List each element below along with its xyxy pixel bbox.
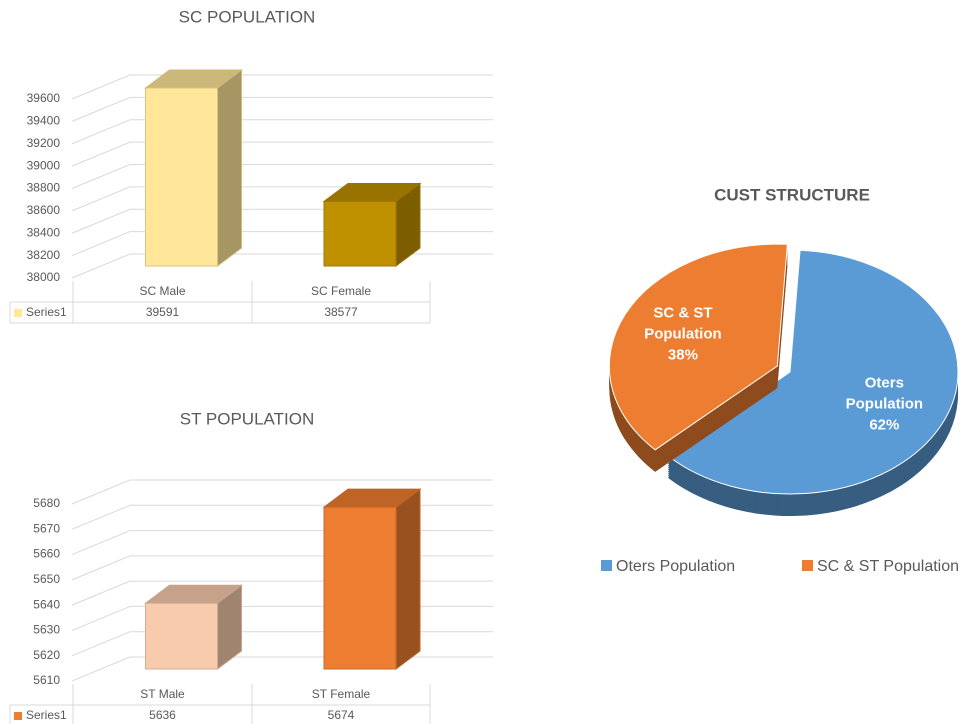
grid-line [71, 96, 493, 122]
slice-value: 38% [667, 346, 698, 364]
slice-label: Oters Population 62% [829, 373, 939, 436]
bar-front [145, 602, 218, 670]
slice-value: 62% [869, 416, 900, 434]
bar [322, 182, 422, 267]
table-value: 5636 [149, 708, 176, 722]
grid-line [71, 605, 493, 631]
y-tick-label: 5670 [33, 521, 60, 535]
category-label: SC Male [139, 284, 185, 298]
bar [144, 584, 243, 670]
category-label: ST Female [312, 687, 371, 701]
slice-top [667, 249, 959, 495]
grid-line [71, 555, 493, 581]
y-tick-label: 39600 [27, 91, 61, 105]
chart-title: CUST STRUCTURE [714, 185, 870, 204]
y-tick-label: 38600 [27, 203, 61, 217]
legend-label: Oters Population [616, 558, 735, 575]
y-tick-label: 5630 [33, 623, 60, 637]
grid-line [71, 208, 493, 234]
bar-side [217, 69, 242, 267]
chart-title: SC POPULATION [179, 7, 316, 26]
pie-slice [667, 249, 959, 516]
y-tick-label: 5660 [33, 547, 60, 561]
grid-line [71, 74, 493, 100]
bar-front [145, 87, 218, 267]
grid-line [71, 656, 493, 682]
grid-line [71, 530, 493, 556]
y-tick-label: 39400 [27, 114, 61, 128]
series-name: Series1 [26, 305, 67, 319]
y-tick-label: 38000 [27, 270, 61, 284]
y-tick-label: 5620 [33, 648, 60, 662]
y-tick-label: 39000 [27, 158, 61, 172]
table-value: 5674 [328, 708, 355, 722]
grid-line [71, 164, 493, 189]
bar [144, 69, 243, 267]
category-label: ST Male [140, 687, 185, 701]
category-label: SC Female [311, 284, 371, 298]
slice-label: SC & ST Population 38% [628, 303, 738, 366]
table-value: 39591 [146, 305, 180, 319]
grid-line [71, 231, 493, 257]
bar-side [395, 488, 421, 670]
legend-swatch [14, 712, 22, 720]
bar-front [323, 200, 397, 267]
y-tick-label: 38800 [27, 181, 61, 195]
legend-swatch [802, 560, 813, 571]
chart-title: ST POPULATION [180, 409, 314, 428]
grid-line [71, 119, 493, 145]
grid-line [71, 631, 493, 657]
series-name: Series1 [26, 708, 67, 722]
table-value: 38577 [324, 305, 358, 319]
grid-line [71, 141, 493, 167]
y-tick-label: 38400 [27, 225, 61, 239]
legend-swatch [14, 309, 22, 317]
legend-label: SC & ST Population [817, 558, 959, 575]
y-tick-label: 38200 [27, 248, 61, 262]
pie-slice [608, 243, 788, 472]
y-tick-label: 5610 [33, 673, 60, 687]
y-tick-label: 5680 [33, 496, 60, 510]
slice-name: Oters Population [845, 374, 924, 413]
y-tick-label: 5650 [33, 572, 60, 586]
grid-line [71, 186, 493, 212]
slice-name: SC & ST Population [644, 304, 722, 343]
grid-line [71, 580, 493, 606]
y-tick-label: 5640 [33, 597, 60, 611]
bar [322, 488, 422, 670]
grid-line [71, 479, 493, 505]
bar-front [323, 506, 397, 670]
grid-line [71, 504, 493, 530]
grid-line [71, 253, 493, 279]
legend-swatch [601, 560, 612, 571]
y-tick-label: 39200 [27, 136, 61, 150]
slice-top [608, 243, 788, 451]
